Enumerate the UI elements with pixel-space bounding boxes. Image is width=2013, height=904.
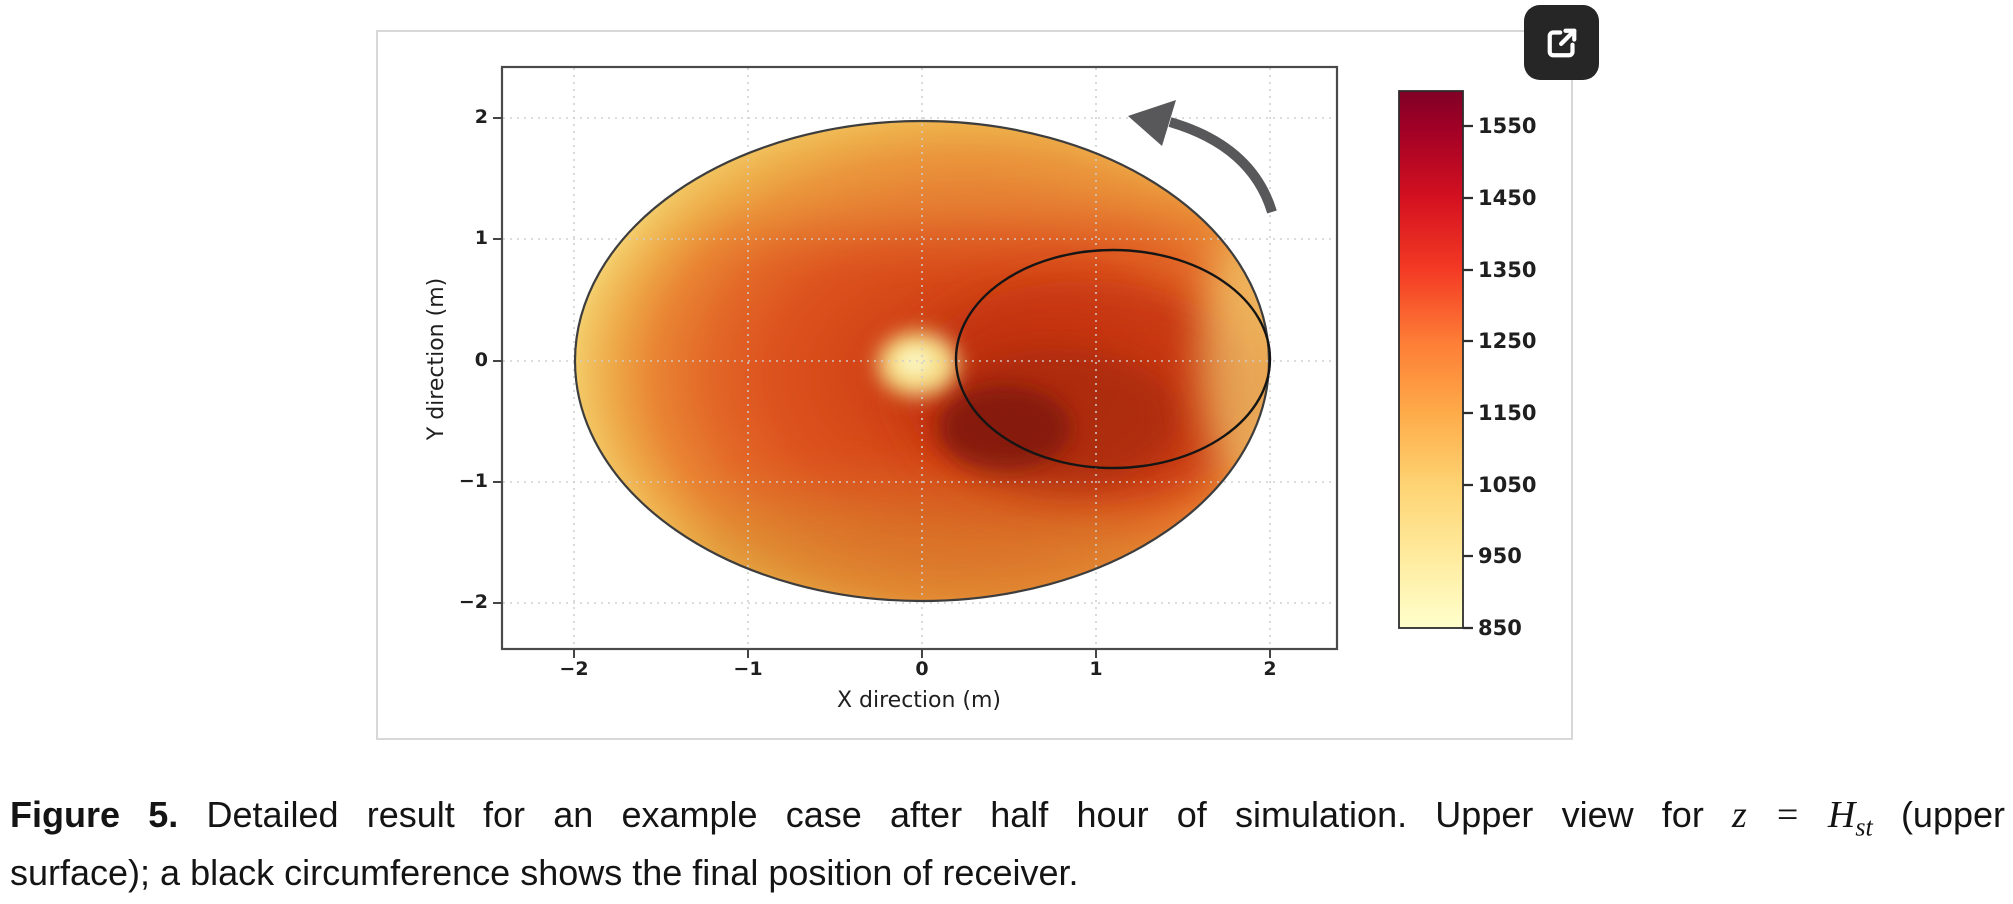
y-tick-label: 1: [474, 227, 488, 249]
colorbar-tick-label: 1350: [1478, 258, 1537, 282]
y-tick-label: 2: [474, 106, 488, 128]
y-tick-label: −1: [458, 470, 488, 492]
x-tick-label: −2: [559, 658, 589, 680]
x-tick-label: 2: [1263, 658, 1277, 680]
colorbar-tick-label: 1250: [1478, 329, 1537, 353]
y-axis-label: Y direction (m): [424, 277, 449, 441]
caption-text: Detailed result for an example case afte…: [206, 794, 1704, 835]
caption-label: Figure 5.: [10, 794, 179, 835]
x-tick-label: −1: [733, 658, 763, 680]
colorbar-tick-label: 1150: [1478, 401, 1537, 425]
y-tick-label: 0: [474, 349, 488, 371]
x-tick-label: 1: [1089, 658, 1103, 680]
colorbar-tick-label: 850: [1478, 616, 1522, 640]
caption-line-2: surface); a black circumference shows th…: [10, 852, 1079, 893]
y-tick-label: −2: [458, 591, 488, 613]
caption-line-1: Figure 5. Detailed result for an example…: [10, 786, 2005, 844]
caption-text-end: (upper: [1900, 794, 2005, 835]
external-link-icon: [1547, 28, 1576, 57]
x-axis-label: X direction (m): [836, 688, 1002, 713]
figure-caption: Figure 5. Detailed result for an example…: [10, 786, 2005, 901]
x-tick-label: 0: [915, 658, 929, 680]
colorbar-tick-label: 1050: [1478, 473, 1537, 497]
expand-figure-button[interactable]: [1524, 5, 1599, 80]
figure-card: [376, 30, 1573, 740]
colorbar-tick-label: 950: [1478, 544, 1522, 568]
caption-math: z = Hst: [1732, 794, 1873, 842]
colorbar-tick-label: 1550: [1478, 114, 1537, 138]
colorbar-tick-label: 1450: [1478, 186, 1537, 210]
